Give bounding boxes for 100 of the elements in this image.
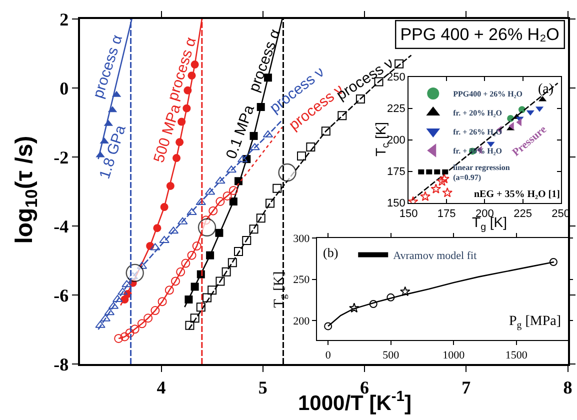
point (153, 224, 162, 232)
point (190, 314, 200, 323)
point (150, 306, 160, 316)
point (159, 236, 170, 243)
annotation: 500 MPa (150, 102, 185, 165)
point (369, 300, 378, 308)
point (430, 184, 442, 194)
point (181, 258, 190, 268)
annotation: 0.1 MPa (222, 102, 258, 162)
point (125, 328, 134, 338)
legend-label: fr. + 20% H₂O (453, 108, 502, 118)
point (190, 282, 199, 291)
point (242, 236, 252, 245)
point (436, 176, 448, 186)
y-tick-label: 0 (60, 78, 69, 98)
point (338, 111, 347, 120)
annotation: (b) (323, 245, 338, 260)
annotation: process α (90, 32, 126, 100)
x-tick-label: 7 (462, 377, 471, 398)
point (297, 151, 306, 160)
point (216, 197, 225, 206)
point (114, 334, 124, 343)
point (187, 250, 196, 260)
x-tick-label: 1000 (442, 349, 466, 362)
y-tick-label: 175 (386, 166, 406, 178)
point (160, 203, 168, 212)
point (202, 293, 212, 302)
annotation: 1.8 GPa (96, 122, 130, 181)
point (184, 295, 193, 304)
x-tick-label: 150 (399, 208, 418, 220)
point (208, 286, 217, 295)
y-tick-label: -2 (54, 147, 69, 168)
point (222, 191, 232, 200)
point (166, 182, 174, 190)
point (206, 251, 214, 260)
point (186, 208, 197, 216)
point (122, 280, 132, 288)
point (137, 319, 146, 328)
point (250, 143, 260, 150)
point (158, 297, 167, 306)
point (306, 142, 316, 152)
point (208, 206, 218, 216)
point (144, 314, 153, 323)
point (549, 258, 558, 266)
x-tick-label: 8 (563, 377, 572, 398)
x-tick-label: 1500 (505, 349, 528, 362)
point (234, 177, 242, 186)
point (118, 288, 128, 295)
y-tick-label: 250 (293, 274, 310, 286)
x-tick-label: 225 (514, 208, 532, 220)
point (172, 154, 181, 162)
point (215, 176, 226, 184)
x-tick-label: 4 (156, 377, 166, 398)
point (420, 191, 430, 202)
legend-label: Avramov model fit (393, 250, 477, 262)
point (216, 276, 225, 286)
point (164, 286, 174, 295)
y-tick-label: 200 (293, 315, 310, 328)
point (182, 104, 191, 112)
annotation: process α (164, 35, 200, 103)
point (192, 242, 202, 251)
point (171, 276, 180, 286)
point (229, 198, 238, 206)
point (349, 302, 360, 313)
point (150, 243, 160, 250)
point (185, 320, 194, 330)
point (222, 267, 231, 276)
y-tick-label: -4 (54, 216, 69, 236)
point (176, 267, 186, 276)
point (442, 187, 453, 198)
point (100, 314, 110, 322)
point (228, 258, 237, 268)
point (394, 59, 404, 68)
point (439, 174, 450, 184)
y-tick-label: 225 (386, 103, 406, 116)
point (215, 228, 224, 237)
point (526, 110, 534, 116)
y-tick-label: -6 (54, 285, 69, 306)
point (228, 186, 238, 195)
x-tick-label: 0 (325, 349, 332, 362)
legend-label: fr. + 30% H₂O (453, 146, 502, 156)
y-tick-label: 250 (386, 72, 406, 84)
x-tick-label: 175 (437, 208, 456, 220)
y-tick-label: 2 (60, 9, 69, 30)
point (249, 224, 258, 234)
point (400, 286, 410, 296)
point (234, 247, 243, 256)
point (272, 184, 282, 193)
x-tick-label: 5 (258, 377, 268, 398)
point (256, 214, 266, 223)
point (324, 322, 332, 330)
y-tick-label: -8 (54, 354, 69, 374)
legend-label: linear regression (a=0.97) (453, 162, 510, 182)
point (386, 293, 395, 302)
point (176, 138, 184, 146)
x-axis-title: P$_{g}$ [MPa] (509, 314, 561, 331)
x-tick-label: 500 (382, 349, 400, 362)
point (486, 142, 495, 148)
point (120, 332, 130, 342)
y-tick-label: 150 (386, 198, 406, 210)
